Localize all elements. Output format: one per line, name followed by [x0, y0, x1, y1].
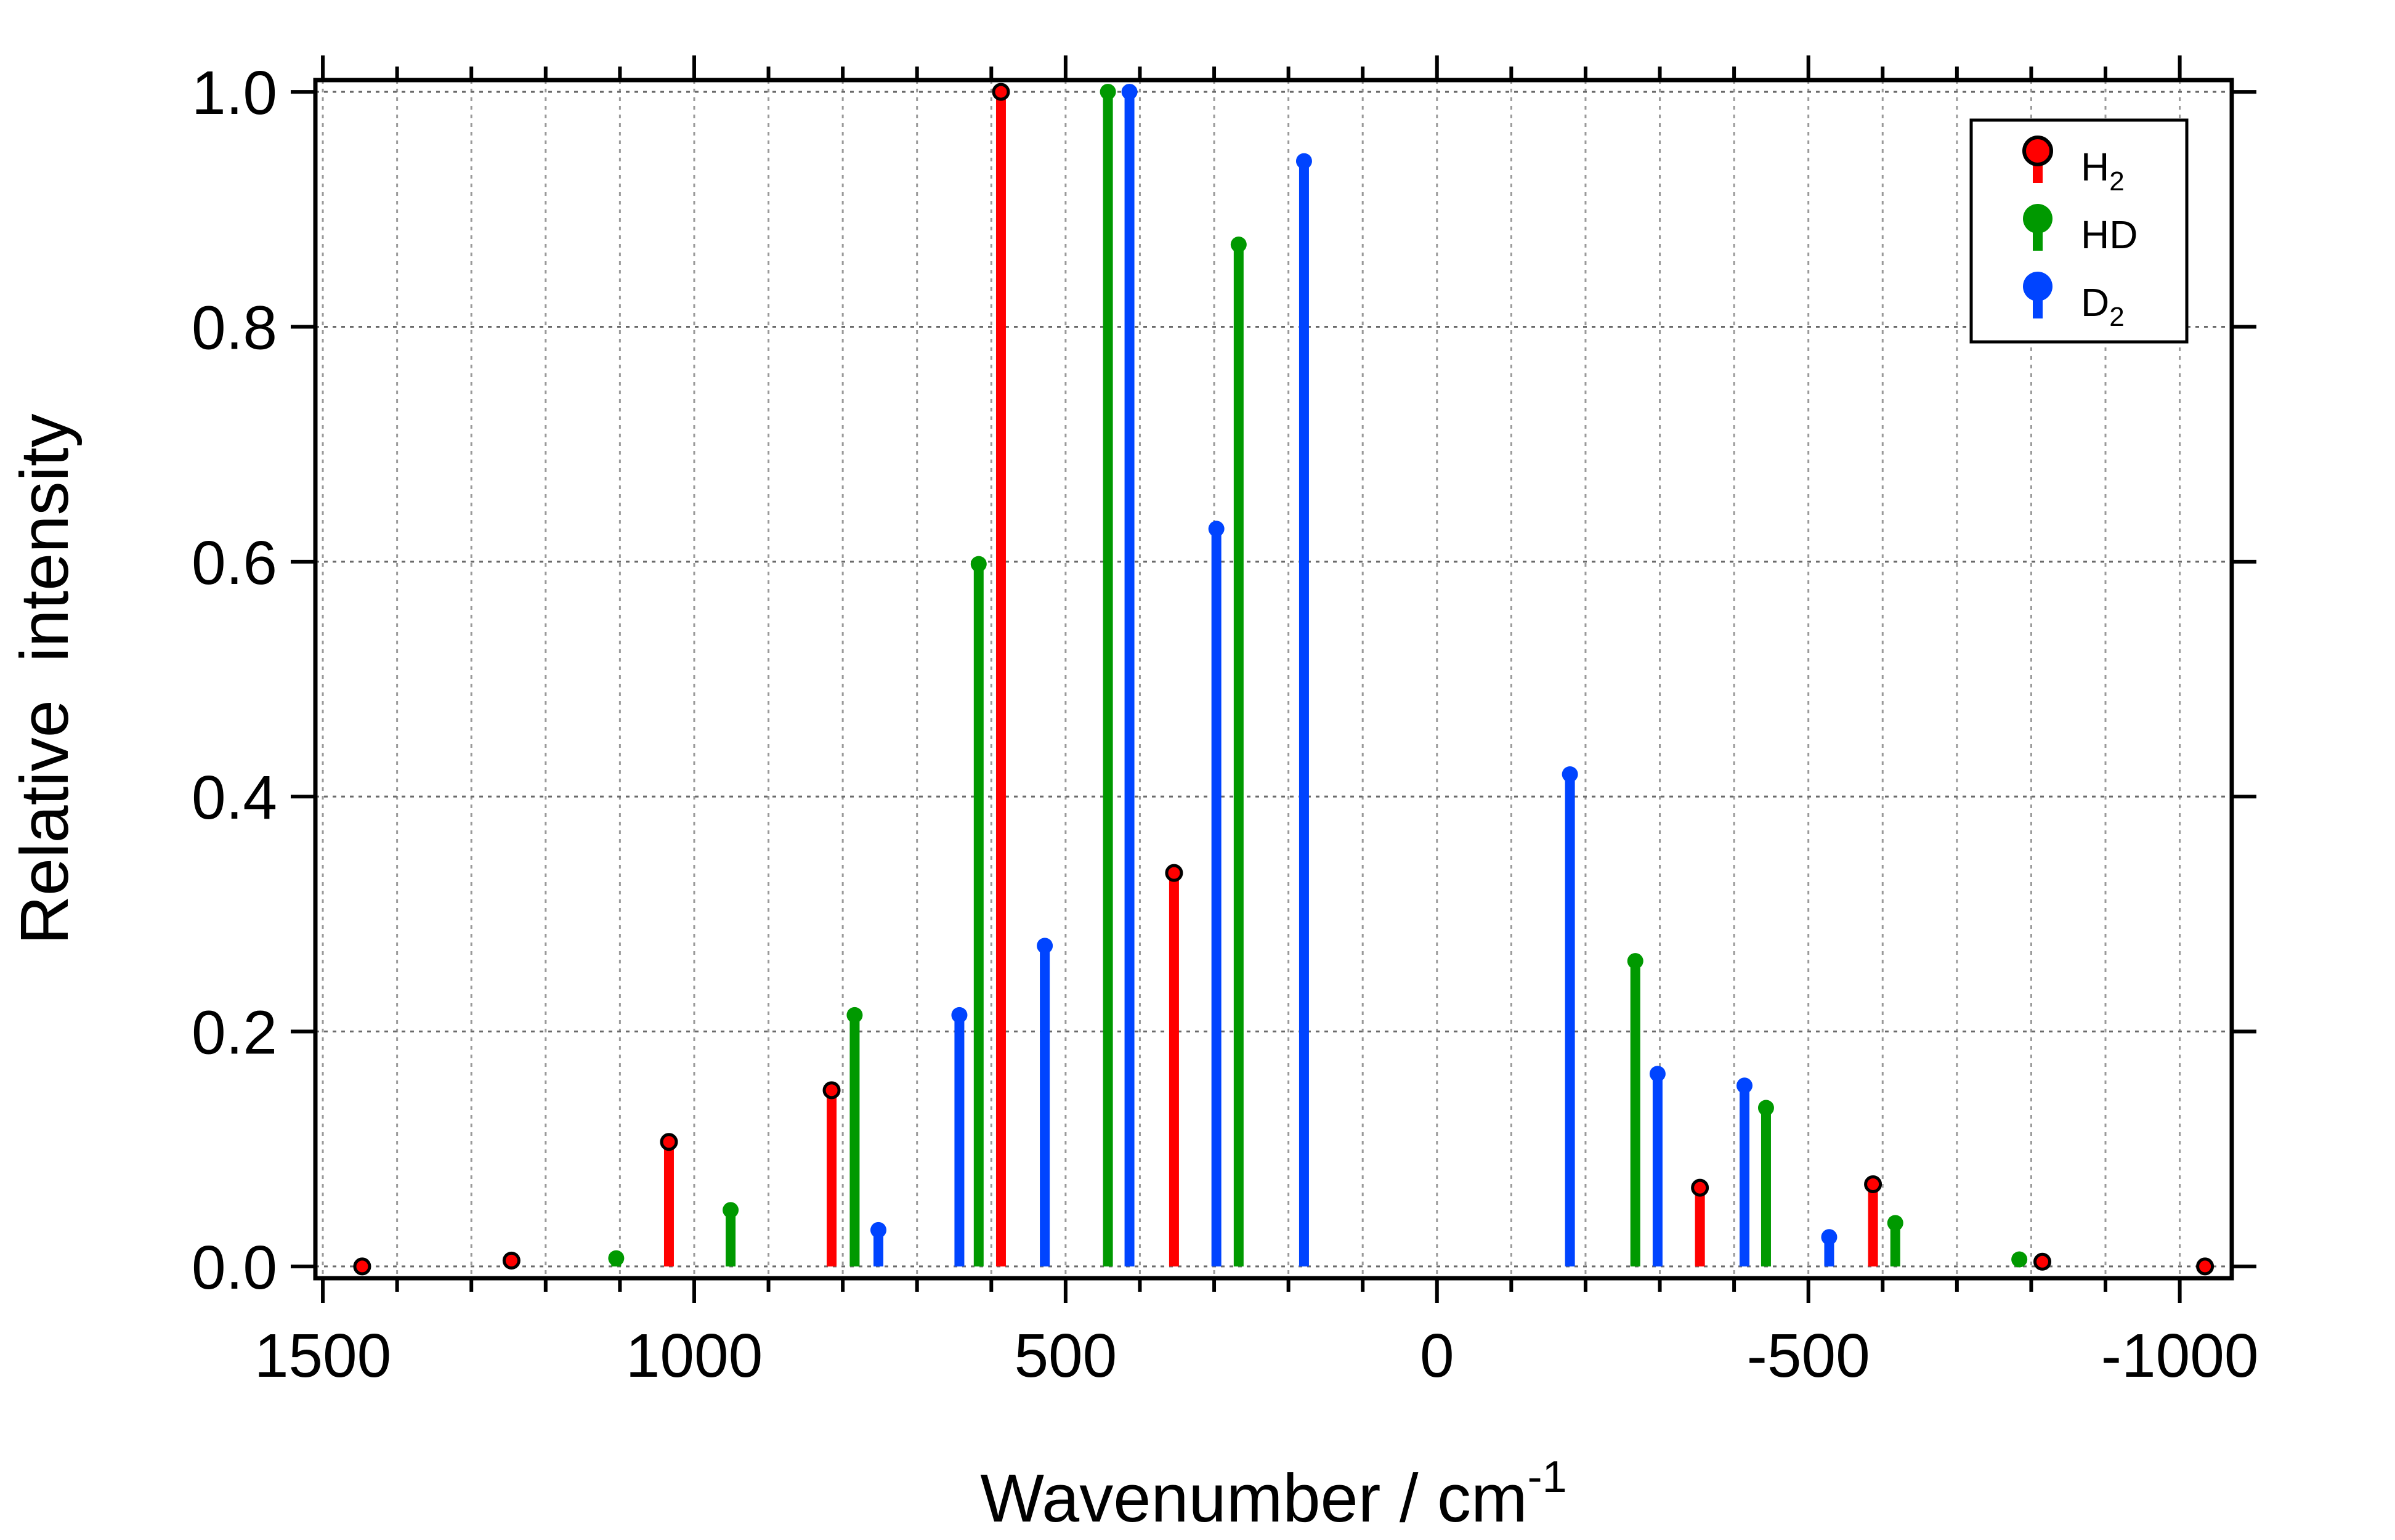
legend-label-text: D: [2081, 280, 2109, 325]
y-tick-label: 0.4: [192, 763, 277, 832]
legend-swatch-marker: [2022, 136, 2053, 166]
x-tick-label: 1000: [626, 1321, 763, 1390]
axis-ticks: [291, 55, 2256, 1303]
series-d2: [870, 84, 1838, 1266]
stem-marker: [1208, 521, 1225, 537]
legend-item: D2: [2023, 272, 2125, 332]
stem-marker: [1627, 953, 1643, 970]
stem-marker: [1100, 84, 1116, 100]
y-tick-label: 1.0: [192, 59, 277, 128]
stem-marker: [1757, 1100, 1774, 1116]
stem-marker: [2011, 1251, 2028, 1268]
legend-label-text: HD: [2081, 213, 2138, 257]
stems: [353, 83, 2215, 1276]
stem-marker: [1887, 1215, 1903, 1231]
axis-tick-labels: 1500 1000 500 0 -500 -1000 0.0 0.2 0.4 0.6 0.8 1.0: [192, 59, 2258, 1390]
stem-marker: [1295, 153, 1312, 169]
stem-marker: [502, 1251, 521, 1270]
legend-swatch-marker: [2023, 272, 2053, 301]
legend-label: H2: [2081, 145, 2125, 197]
x-tick-label: 0: [1420, 1321, 1454, 1390]
x-tick-label: 1500: [254, 1321, 391, 1390]
stem-marker: [660, 1133, 678, 1151]
series-hd: [608, 84, 2028, 1268]
stem-marker: [870, 1222, 887, 1238]
legend-box: [1969, 118, 2189, 344]
grid: [315, 80, 2232, 1278]
stem-marker: [1165, 864, 1183, 882]
legend-label-text: H: [2081, 145, 2109, 189]
x-axis-label: Wavenumber / cm-1: [980, 1453, 1566, 1536]
x-tick-label: -500: [1747, 1321, 1870, 1390]
x-tick-label: 500: [1014, 1321, 1117, 1390]
x-axis-label-superscript: -1: [1528, 1453, 1567, 1502]
y-tick-label: 0.8: [192, 293, 277, 362]
legend-item: HD: [2023, 204, 2138, 257]
x-tick-label: -1000: [2101, 1321, 2259, 1390]
legend-item: H2: [2022, 136, 2125, 197]
stem-marker: [1736, 1077, 1753, 1094]
legend-label: D2: [2081, 280, 2125, 332]
stem-marker: [353, 1257, 371, 1276]
y-tick-label: 0.0: [192, 1233, 277, 1302]
stem-marker: [1691, 1178, 1709, 1197]
stem-marker: [608, 1250, 625, 1266]
stem-marker: [1121, 84, 1138, 100]
stem-marker: [1649, 1066, 1666, 1082]
stem-marker: [2196, 1257, 2215, 1276]
stem-marker: [1230, 236, 1247, 253]
y-tick-label: 0.2: [192, 999, 277, 1068]
legend-label-subscript: 2: [2109, 302, 2124, 332]
stem-marker: [822, 1081, 841, 1100]
stem-marker: [970, 556, 987, 572]
legend-label-subscript: 2: [2109, 166, 2124, 197]
stem-marker: [2033, 1252, 2052, 1271]
legend-swatch-marker: [2023, 204, 2053, 233]
legend-label: HD: [2081, 213, 2138, 257]
series-h2: [353, 83, 2215, 1276]
stem-marker: [1864, 1175, 1882, 1193]
stem-marker: [1821, 1229, 1838, 1246]
x-axis-label-text: Wavenumber / cm: [980, 1461, 1527, 1536]
y-axis-label: Relative intensity: [7, 413, 83, 944]
stem-marker: [846, 1007, 863, 1023]
stem-marker: [992, 83, 1010, 101]
stem-marker: [723, 1202, 739, 1218]
stem-marker: [1562, 766, 1578, 782]
stem-marker: [951, 1007, 968, 1023]
y-tick-label: 0.6: [192, 529, 277, 598]
plot-frame: [313, 78, 2234, 1281]
stem-marker: [1037, 938, 1053, 954]
